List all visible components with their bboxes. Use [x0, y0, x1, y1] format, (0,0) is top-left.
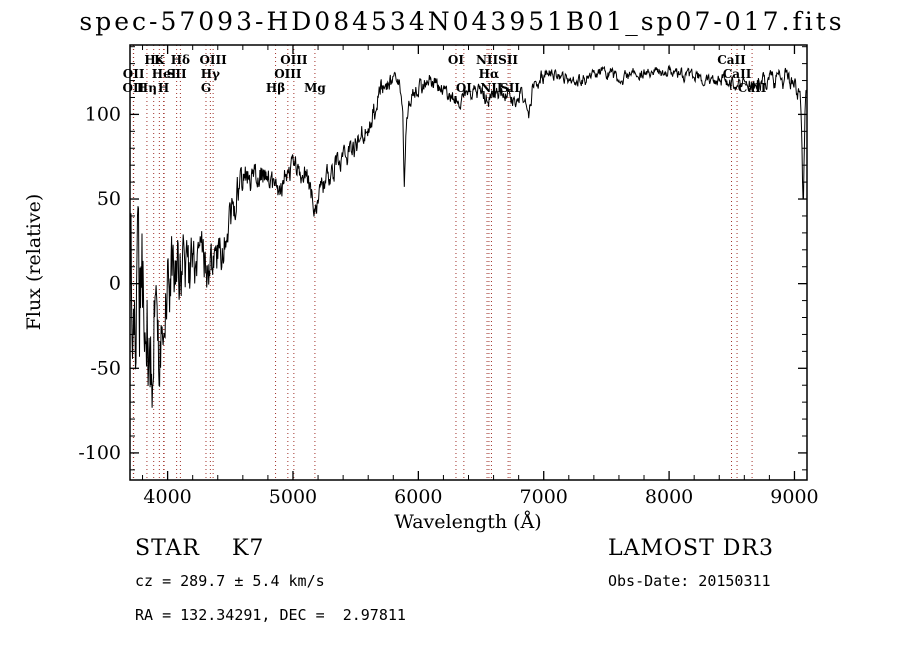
spectral-line-label: OIII [274, 67, 302, 81]
x-tick-label: 7000 [520, 486, 568, 508]
spectrum-flux-line [130, 64, 807, 408]
spectral-line-label: SII [500, 81, 520, 95]
spectral-line-label: SII [167, 67, 187, 81]
tick-labels: 4000 5000 6000 7000 8000 9000 -100 -50 0 50 100 [78, 103, 818, 508]
spectral-line-label: OIII [199, 53, 227, 67]
x-tick-label: 4000 [143, 486, 191, 508]
spectral-line-label: Hβ [266, 81, 285, 95]
spectral-line-label: CaII [717, 53, 746, 67]
x-axis-label: Wavelength (Å) [394, 511, 541, 533]
chart-title: spec-57093-HD084534N043951B01_sp07-017.f… [79, 7, 844, 36]
y-tick-label: 100 [85, 103, 121, 125]
spectral-line-labels: OIIOIIHηHεKHHeISIIHδGHγOIIIHβOIIIOIIIMgO… [123, 53, 767, 95]
y-tick-label: -100 [78, 442, 121, 464]
spectral-line-label: OI [456, 81, 472, 95]
spectral-line-label: SII [498, 53, 518, 67]
x-tick-label: 6000 [394, 486, 442, 508]
spectrum-line-group [130, 64, 807, 408]
ra-dec-value: RA = 132.34291, DEC = 2.97811 [135, 606, 406, 624]
y-tick-label: -50 [90, 357, 121, 379]
spectral-line-label: OIII [280, 53, 308, 67]
spectral-line-label: Hγ [201, 67, 220, 81]
spectral-line-label: Hη [137, 81, 157, 95]
spectral-line-label: H [158, 81, 169, 95]
spectral-line-label: OI [448, 53, 464, 67]
x-tick-label: 8000 [645, 486, 693, 508]
obs-date-value: Obs-Date: 20150311 [608, 572, 771, 590]
spectrum-chart: spec-57093-HD084534N043951B01_sp07-017.f… [23, 7, 844, 533]
spectral-line-label: OII [123, 67, 145, 81]
spectral-line-label: Hε [144, 53, 163, 67]
spectral-line-label: HeI [152, 67, 177, 81]
spectral-line-label: Hδ [171, 53, 190, 67]
axes-frame [129, 44, 808, 481]
spectral-line-label: NII [480, 81, 503, 95]
survey-label: LAMOST DR3 [608, 536, 774, 561]
spectral-line-label: CaII [738, 81, 767, 95]
spectral-line-label: CaII [723, 67, 752, 81]
cz-value: cz = 289.7 ± 5.4 km/s [135, 572, 325, 590]
spectral-line-label: G [201, 81, 211, 95]
x-tick-label: 5000 [269, 486, 317, 508]
y-tick-label: 0 [109, 273, 121, 295]
spectral-line-markers [132, 45, 753, 480]
spectral-line-label: OII [123, 81, 145, 95]
spectral-line-label: K [154, 53, 165, 67]
y-axis-label: Flux (relative) [23, 194, 45, 331]
spectral-line-label: Mg [304, 81, 326, 95]
x-tick-label: 9000 [770, 486, 818, 508]
spectral-line-label: Hα [479, 67, 500, 81]
object-class-label: STAR K7 [135, 536, 265, 561]
spectral-line-label: NII [476, 53, 499, 67]
y-tick-label: 50 [97, 188, 121, 210]
